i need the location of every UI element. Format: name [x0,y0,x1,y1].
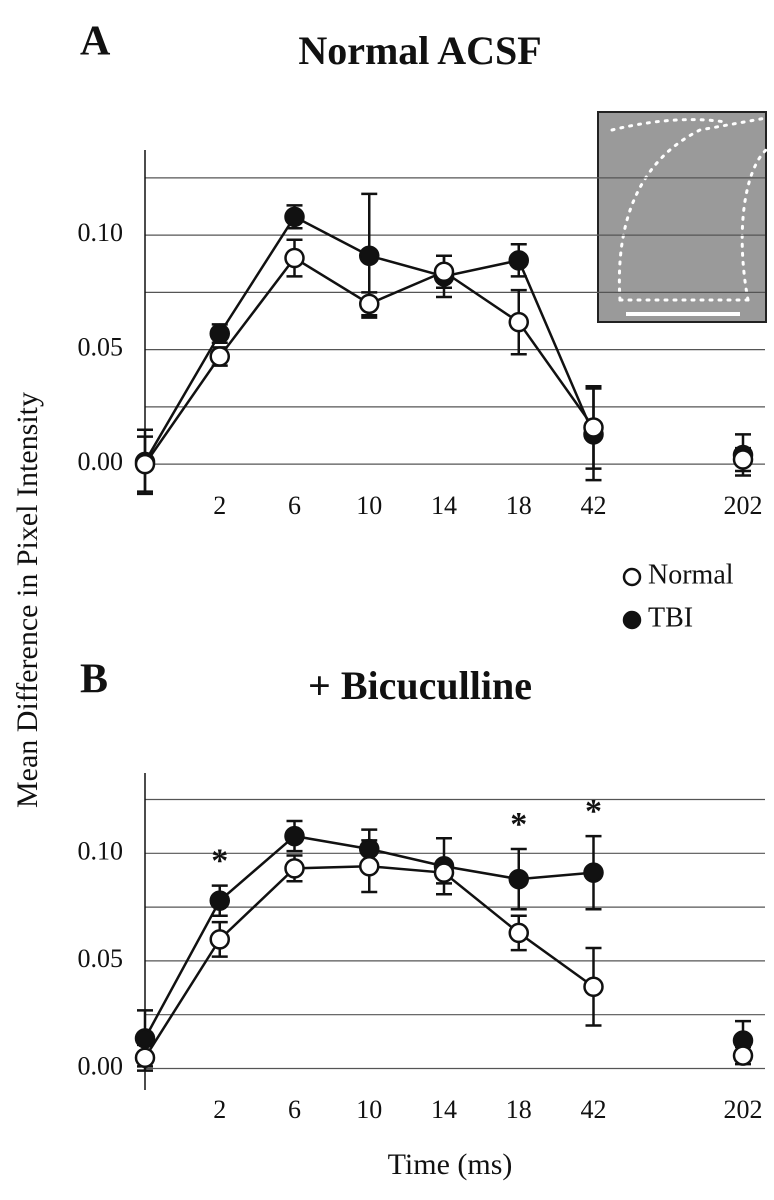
data-point [508,868,529,890]
data-point [508,250,529,271]
y-tick-label: 0.00 [78,447,124,476]
x-tick-label: 6 [288,491,301,520]
data-point [134,453,156,475]
data-point [732,449,754,470]
data-point [508,922,529,944]
data-point [508,311,529,333]
y-tick-label: 0.10 [78,218,124,247]
data-point [209,323,230,344]
data-point [134,1047,156,1068]
legend-marker [622,610,642,630]
x-tick-label: 14 [431,1095,457,1124]
data-point [284,825,305,847]
legend-label: TBI [648,602,693,633]
significance-marker: * [585,793,602,830]
x-tick-label: 42 [581,1095,607,1124]
data-point [209,929,230,950]
x-tick-label: 6 [288,1095,301,1124]
legend-marker [622,567,642,587]
data-point [359,855,380,877]
data-point [359,293,380,315]
chart-title: + Bicuculline [308,663,532,708]
significance-marker: * [211,842,228,879]
panel-letter: A [80,19,111,65]
x-tick-label: 202 [724,1095,763,1124]
x-tick-label: 18 [506,1095,532,1124]
inset-image [597,111,768,323]
data-point [583,862,604,883]
x-axis-label: Time (ms) [388,1148,513,1181]
y-tick-label: 0.10 [78,836,124,865]
x-tick-label: 10 [356,491,382,520]
data-point [732,1045,754,1066]
data-point [433,261,455,283]
data-point [284,247,305,269]
x-tick-label: 10 [356,1095,382,1124]
data-point [583,976,604,997]
x-tick-label: 18 [506,491,532,520]
data-point [284,206,305,228]
data-point [134,1028,156,1049]
data-point [433,862,455,883]
data-point [284,858,305,879]
x-tick-label: 202 [724,491,763,520]
data-point [209,346,230,367]
x-tick-label: 14 [431,491,457,520]
y-axis-label: Mean Difference in Pixel Intensity [11,392,44,808]
x-tick-label: 42 [581,491,607,520]
y-tick-label: 0.00 [78,1051,124,1080]
data-point [359,245,380,266]
y-tick-label: 0.05 [78,333,124,362]
legend-label: Normal [648,559,734,590]
significance-marker: * [510,806,527,843]
x-tick-label: 2 [213,491,226,520]
x-tick-label: 2 [213,1095,226,1124]
data-point [209,890,230,911]
data-point [583,417,604,438]
y-tick-label: 0.05 [78,944,124,973]
chart-title: Normal ACSF [298,28,541,73]
data-point [359,838,380,860]
panel-letter: B [80,657,108,703]
